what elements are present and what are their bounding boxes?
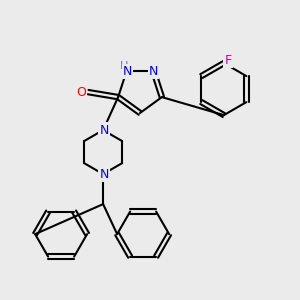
Text: N: N — [123, 65, 132, 78]
Text: H: H — [120, 61, 129, 71]
Text: N: N — [149, 65, 158, 78]
Text: O: O — [76, 85, 86, 99]
Text: F: F — [224, 54, 231, 67]
Text: N: N — [99, 168, 109, 181]
Text: N: N — [99, 124, 109, 136]
